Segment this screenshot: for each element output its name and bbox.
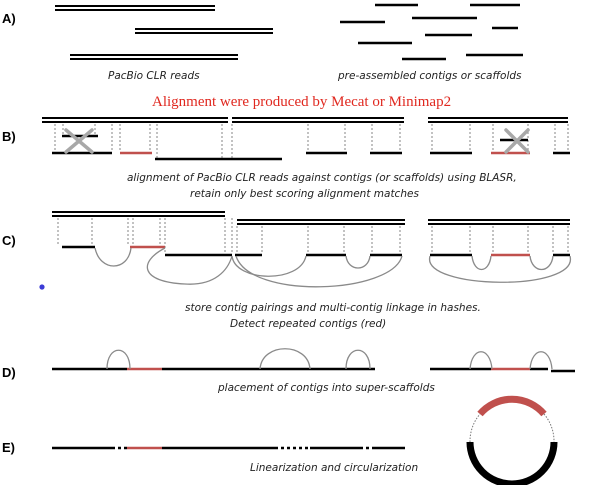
- alignment-panel-right: [428, 117, 570, 155]
- step-d-label: D): [2, 365, 16, 380]
- linkage-arc: [529, 255, 554, 271]
- linkage-arc: [429, 255, 571, 283]
- step-e-label: E): [2, 440, 15, 455]
- d-caption: placement of contigs into super-scaffold…: [217, 382, 435, 394]
- stray-dot: [39, 284, 45, 290]
- c-caption-line2: Detect repeated contigs (red): [230, 318, 386, 330]
- linkage-panel-right: [428, 219, 571, 283]
- linkage-arc: [106, 349, 131, 370]
- super-scaffold-left: [52, 348, 375, 371]
- read: [135, 28, 273, 34]
- linkage-arc: [345, 255, 371, 269]
- contigs-group: [340, 3, 523, 61]
- circular-contig: [466, 441, 558, 485]
- linkage-arc: [235, 255, 403, 288]
- rejected-alignment-icon: [64, 128, 94, 154]
- linkage-panel-left: [52, 211, 405, 288]
- pacbio-reads-caption: PacBio CLR reads: [108, 70, 200, 82]
- linkage-arc: [529, 351, 553, 370]
- circular-repeat-contig: [477, 395, 547, 417]
- step-b-label: B): [2, 129, 16, 144]
- linkage-arc: [146, 247, 233, 285]
- circular-gap: [469, 413, 481, 443]
- linkage-arc: [231, 255, 307, 277]
- e-caption: Linearization and circularization: [250, 462, 418, 474]
- step-a-label: A): [2, 11, 16, 26]
- circular-gap: [543, 413, 555, 443]
- circularized-scaffold: [466, 395, 558, 485]
- alignment-tool-title: Alignment were produced by Mecat or Mini…: [152, 94, 451, 110]
- c-caption-line1: store contig pairings and multi-contig l…: [185, 302, 481, 314]
- alignment-panel-left: [42, 117, 404, 161]
- b-caption-line1: alignment of PacBio CLR reads against co…: [127, 172, 517, 184]
- read: [70, 54, 238, 60]
- contigs-caption: pre-assembled contigs or scaffolds: [337, 70, 522, 82]
- linkage-arc: [345, 349, 371, 370]
- linkage-arc: [259, 348, 311, 370]
- super-scaffold-right: [430, 351, 575, 373]
- linkage-arc: [471, 255, 492, 271]
- linkage-arc: [94, 247, 132, 267]
- rejected-alignment-icon: [504, 128, 530, 154]
- linkage-arc: [469, 351, 493, 370]
- pacbio-reads-group: [55, 5, 273, 60]
- read: [55, 5, 215, 11]
- step-c-label: C): [2, 233, 16, 248]
- b-caption-line2: retain only best scoring alignment match…: [190, 188, 419, 200]
